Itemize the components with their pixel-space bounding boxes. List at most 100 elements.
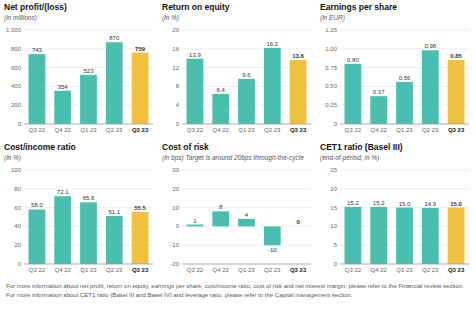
y-tick-label: 1.00 [325, 46, 337, 52]
bar [54, 91, 71, 124]
y-tick-label: 80 [14, 186, 21, 192]
y-tick-label: 0 [176, 223, 180, 229]
x-tick-label: Q3 23 [132, 267, 149, 273]
y-tick-label: 0 [18, 121, 22, 127]
x-axis-line [340, 124, 469, 125]
x-tick-label: Q1 23 [80, 127, 97, 133]
grid-line [182, 245, 311, 246]
data-label: 51.1 [108, 209, 120, 215]
data-label: 6.4 [217, 87, 226, 93]
y-tick-label: 100 [11, 167, 22, 173]
y-tick-label: 20 [330, 186, 337, 192]
title: Cost of risk [162, 142, 209, 152]
y-tick-label: 0.25 [325, 102, 337, 108]
x-tick-label: Q4 22 [371, 127, 388, 133]
x-tick-label: Q3 22 [345, 127, 362, 133]
data-label: 55.5 [134, 205, 146, 211]
data-label: 58.0 [31, 202, 43, 208]
x-tick-label: Q1 23 [396, 127, 413, 133]
grid-line [340, 264, 469, 265]
subtitle: (end-of-period, in %) [320, 154, 379, 162]
bar [80, 75, 97, 124]
footer-note: For more information about CET1 ratio (B… [6, 292, 468, 300]
title: Return on equity [162, 2, 230, 12]
title: Earnings per share [320, 2, 397, 12]
x-tick-label: Q1 23 [80, 267, 97, 273]
bar [187, 225, 204, 227]
bar [370, 207, 387, 264]
footer-note: For more information about net profit, r… [6, 283, 468, 291]
grid-line [340, 188, 469, 189]
x-axis-line [182, 264, 311, 265]
y-tick-label: 20 [172, 186, 179, 192]
y-tick-label: 15 [330, 205, 337, 211]
bars [345, 207, 465, 264]
data-label: 0.80 [347, 57, 359, 63]
y-tick-label: 20 [14, 242, 21, 248]
x-tick-label: Q1 23 [238, 127, 255, 133]
bar [238, 219, 255, 227]
data-label: 870 [109, 35, 120, 41]
x-tick-label: Q1 23 [396, 267, 413, 273]
bar [29, 54, 46, 124]
data-label: 13.9 [189, 52, 201, 58]
x-tick-label: Q2 23 [106, 267, 123, 273]
data-label: 65.6 [83, 195, 95, 201]
bar [54, 196, 71, 264]
data-label: 15.0 [399, 201, 411, 207]
data-label: 0.37 [373, 89, 385, 95]
bar [132, 53, 149, 124]
x-tick-label: Q2 23 [106, 127, 123, 133]
bar [448, 208, 465, 264]
footer: For more information about net profit, r… [6, 283, 468, 300]
bar [187, 59, 204, 124]
y-tick-label: 0 [18, 261, 22, 267]
grid-line [340, 170, 469, 171]
x-tick-label: Q3 22 [187, 267, 204, 273]
x-tick-label: Q1 23 [238, 267, 255, 273]
x-tick-label: Q4 22 [213, 127, 230, 133]
data-label: -10 [268, 247, 277, 253]
y-tick-label: 0.75 [325, 65, 337, 71]
data-label: 15.0 [450, 201, 462, 207]
grid-line [24, 30, 153, 31]
grid-line [182, 264, 311, 265]
y-tick-label: 5 [334, 242, 338, 248]
subtitle: (in bps) Target is around 20bps through-… [162, 154, 304, 162]
page: {"chart_data": [ {"type": "bar", "title"… [0, 0, 474, 314]
data-label: 15.2 [373, 200, 385, 206]
data-label: 0 [296, 219, 300, 225]
data-label: 13.6 [292, 53, 304, 59]
bar [238, 79, 255, 124]
bar [290, 226, 307, 227]
subtitle: (in %) [162, 14, 179, 22]
x-tick-label: Q2 23 [422, 267, 439, 273]
grid-line [182, 188, 311, 189]
data-label: 0.98 [424, 43, 436, 49]
y-tick-label: 0 [334, 261, 338, 267]
grid-line [24, 170, 153, 171]
y-tick-label: 600 [11, 65, 22, 71]
grid-line [340, 48, 469, 49]
x-tick-label: Q3 23 [290, 127, 307, 133]
bar [422, 50, 439, 124]
x-axis-line [340, 264, 469, 265]
x-tick-label: Q3 23 [132, 127, 149, 133]
bars [29, 196, 149, 264]
x-axis-line [24, 264, 153, 265]
data-label: 16.2 [266, 41, 278, 47]
y-tick-label: 40 [14, 223, 21, 229]
bar [80, 202, 97, 264]
bar [345, 207, 362, 264]
y-tick-label: 20 [172, 27, 179, 33]
bar [370, 96, 387, 124]
grid-line [182, 124, 311, 125]
data-label: 72.1 [57, 189, 69, 195]
y-tick-label: 30 [172, 167, 179, 173]
y-tick-label: 12 [172, 65, 179, 71]
chart-grid: Net profit/(loss)(in millions)0200400600… [0, 0, 474, 280]
bars [187, 48, 307, 124]
panel: Cost of risk (in bps) Target is around 20… [162, 142, 311, 273]
x-tick-label: Q3 23 [290, 267, 307, 273]
x-tick-label: Q4 22 [213, 267, 230, 273]
